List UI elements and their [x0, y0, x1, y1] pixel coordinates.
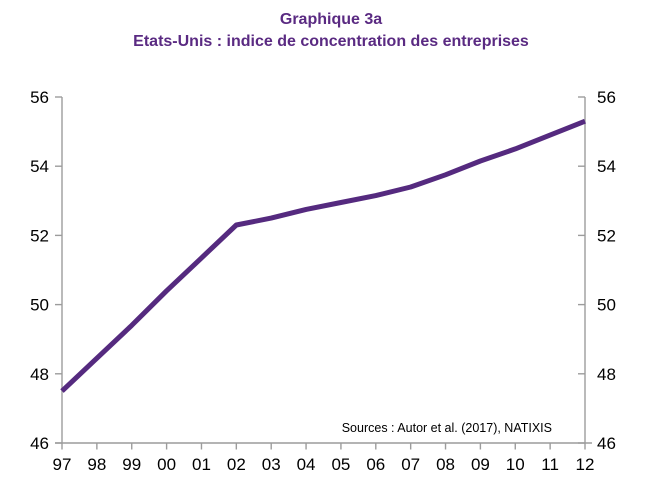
- y-axis-label-right: 56: [597, 88, 616, 107]
- y-axis-label-left: 46: [30, 434, 49, 453]
- x-axis-label: 99: [122, 455, 141, 474]
- chart-title-line2: Etats-Unis : indice de concentration des…: [133, 33, 529, 50]
- x-axis-label: 01: [192, 455, 211, 474]
- y-axis-label-right: 48: [597, 365, 616, 384]
- x-axis-label: 12: [576, 455, 595, 474]
- y-axis-label-left: 56: [30, 88, 49, 107]
- axis-labels-group: 46 46 48 48 50 50 52 52 54 54 56 56 97 98 99 00 01 02 03 04…: [30, 88, 616, 474]
- chart-title-block: Graphique 3a Etats-Unis : indice de conc…: [0, 9, 662, 53]
- series-group: [60, 118, 586, 393]
- x-axis-label: 09: [471, 455, 490, 474]
- y-axis-label-left: 48: [30, 365, 49, 384]
- y-axis-label-left: 50: [30, 296, 49, 315]
- x-axis-label: 03: [262, 455, 281, 474]
- y-axis-label-right: 50: [597, 296, 616, 315]
- x-axis-label: 04: [297, 455, 316, 474]
- x-axis-label: 07: [401, 455, 420, 474]
- x-axis-label: 11: [541, 455, 559, 474]
- x-axis-label: 10: [506, 455, 525, 474]
- y-axis-label-right: 46: [597, 434, 616, 453]
- axes-group: [55, 96, 592, 450]
- x-axis-label: 98: [87, 455, 106, 474]
- y-axis-label-right: 52: [597, 226, 616, 245]
- x-axis-label: 00: [157, 455, 176, 474]
- y-axis-label-left: 52: [30, 226, 49, 245]
- source-note: Sources : Autor et al. (2017), NATIXIS: [342, 421, 552, 435]
- x-axis-label: 05: [331, 455, 350, 474]
- y-axis-label-left: 54: [30, 157, 49, 176]
- y-axis-label-right: 54: [597, 157, 616, 176]
- x-axis-label: 02: [227, 455, 246, 474]
- x-axis-label: 08: [436, 455, 455, 474]
- chart-title-line1: Graphique 3a: [279, 11, 383, 28]
- x-axis-label: 97: [53, 455, 72, 474]
- concentration-index-line: [60, 118, 586, 393]
- x-axis-label: 06: [366, 455, 385, 474]
